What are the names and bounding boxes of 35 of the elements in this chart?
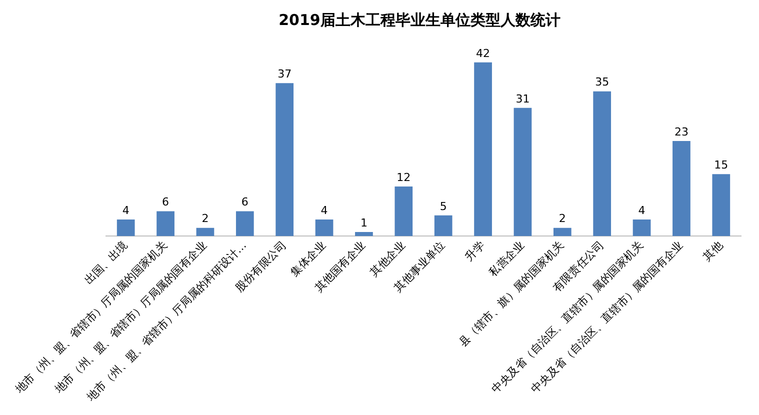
data-label: 1 bbox=[360, 216, 368, 230]
bar bbox=[434, 215, 452, 236]
chart-title: 2019届土木工程毕业生单位类型人数统计 bbox=[278, 10, 560, 29]
bar bbox=[236, 211, 254, 236]
bar bbox=[632, 220, 651, 236]
data-label: 42 bbox=[476, 46, 490, 60]
bar bbox=[315, 220, 334, 236]
bar bbox=[355, 232, 373, 236]
data-label: 12 bbox=[396, 170, 411, 184]
x-tick-label: 升学 bbox=[462, 238, 488, 264]
data-label: 5 bbox=[440, 200, 447, 213]
data-label: 4 bbox=[122, 204, 130, 217]
data-label: 4 bbox=[320, 204, 328, 217]
data-label: 2 bbox=[558, 212, 566, 226]
data-label: 4 bbox=[638, 204, 646, 217]
bar bbox=[712, 174, 730, 236]
data-label: 2 bbox=[202, 212, 209, 226]
bar bbox=[474, 62, 492, 236]
bar bbox=[514, 108, 532, 236]
bar bbox=[672, 140, 690, 236]
bar bbox=[553, 228, 572, 236]
data-label: 15 bbox=[714, 158, 728, 172]
data-label: 37 bbox=[278, 67, 292, 80]
data-label: 6 bbox=[241, 196, 248, 209]
data-label: 6 bbox=[162, 196, 170, 209]
bar bbox=[394, 186, 413, 236]
data-label: 35 bbox=[595, 76, 610, 89]
bar bbox=[593, 91, 612, 236]
data-label: 23 bbox=[674, 125, 688, 138]
bar bbox=[276, 83, 294, 236]
bar bbox=[156, 211, 174, 236]
x-tick-label: 其他 bbox=[700, 238, 726, 264]
data-label: 31 bbox=[516, 92, 530, 106]
bar bbox=[196, 228, 214, 236]
bar bbox=[116, 220, 135, 236]
